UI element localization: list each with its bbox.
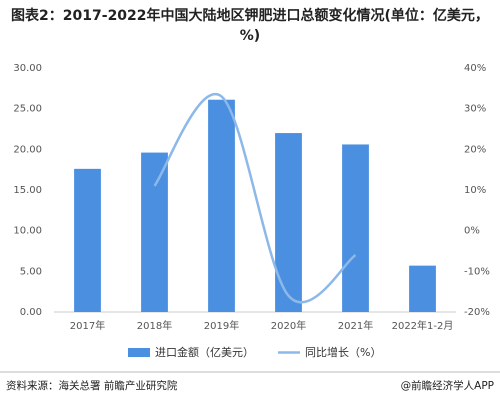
x-tick-label: 2019年 <box>204 319 239 332</box>
bar <box>275 133 302 312</box>
bar <box>342 144 369 312</box>
y2-tick-label: 0% <box>464 226 480 237</box>
y-tick-label: 20.00 <box>13 144 42 155</box>
y2-tick-label: 30% <box>464 104 486 115</box>
chart-title: 图表2：2017-2022年中国大陆地区钾肥进口总额变化情况(单位：亿美元，%) <box>11 8 489 44</box>
y-tick-label: 5.00 <box>20 266 42 277</box>
legend-label: 进口金额（亿美元） <box>155 345 254 359</box>
x-tick-label: 2020年 <box>271 319 306 332</box>
bar <box>409 265 436 312</box>
y-tick-label: 10.00 <box>13 226 42 237</box>
x-tick-label: 2017年 <box>70 319 105 332</box>
legend-label: 同比增长（%） <box>305 345 381 359</box>
y-tick-label: 25.00 <box>13 104 42 115</box>
y-tick-label: 30.00 <box>13 63 42 74</box>
legend-swatch <box>128 348 150 357</box>
bar <box>208 99 235 312</box>
bar <box>74 168 101 312</box>
y2-tick-label: -20% <box>464 307 490 318</box>
x-tick-label: 2022年1-2月 <box>392 319 454 332</box>
x-tick-label: 2021年 <box>338 319 373 332</box>
bar <box>141 152 168 312</box>
y-tick-label: 0.00 <box>20 307 42 318</box>
line <box>153 92 357 304</box>
x-tick-label: 2018年 <box>137 319 172 332</box>
y2-tick-label: 10% <box>464 185 486 196</box>
source: 资料来源：海关总署 前瞻产业研究院 <box>6 379 178 392</box>
y2-tick-label: 20% <box>464 144 486 155</box>
y2-tick-label: -10% <box>464 266 490 277</box>
y-tick-label: 15.00 <box>13 185 42 196</box>
credit: @前瞻经济学人APP <box>401 379 494 392</box>
y2-tick-label: 40% <box>464 63 486 74</box>
